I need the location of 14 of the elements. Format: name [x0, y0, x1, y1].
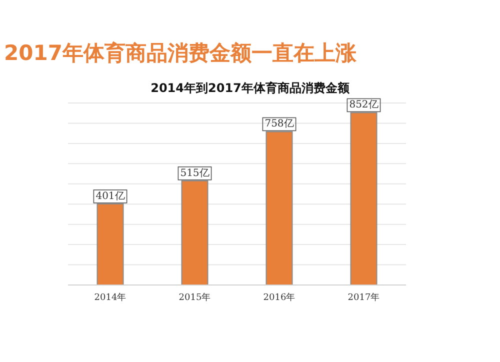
chart-title: 2017年体育商品消费金额一直在上涨 [4, 41, 358, 65]
data-label: 852亿 [349, 100, 378, 111]
chart-subtitle: 2014年到2017年体育商品消费金额 [150, 81, 350, 95]
data-label: 515亿 [180, 168, 210, 179]
x-tick-label: 2016年 [263, 292, 296, 303]
data-label: 401亿 [96, 190, 125, 202]
bar [96, 203, 124, 286]
x-tick-label: 2015年 [178, 292, 211, 303]
bar [181, 180, 208, 286]
x-tick-label: 2014年 [94, 292, 126, 303]
data-label: 758亿 [264, 118, 294, 130]
bar [350, 112, 378, 286]
x-tick-label: 2017年 [348, 292, 380, 303]
bar [266, 131, 293, 286]
